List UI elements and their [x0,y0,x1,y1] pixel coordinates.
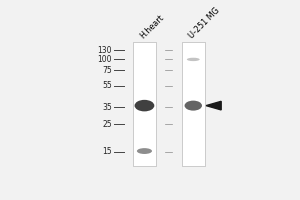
Text: H.heart: H.heart [138,13,166,40]
Ellipse shape [184,101,202,111]
Polygon shape [206,101,221,110]
Ellipse shape [137,148,152,154]
Bar [133,42,156,166]
Text: 100: 100 [98,55,112,64]
Text: U-251 MG: U-251 MG [187,6,221,40]
Text: 35: 35 [102,103,112,112]
Text: 55: 55 [102,81,112,90]
Ellipse shape [187,58,200,61]
Text: 130: 130 [98,46,112,55]
Text: 75: 75 [102,66,112,75]
Ellipse shape [135,100,154,111]
Text: 25: 25 [102,120,112,129]
Bar [182,42,205,166]
Text: 15: 15 [102,147,112,156]
